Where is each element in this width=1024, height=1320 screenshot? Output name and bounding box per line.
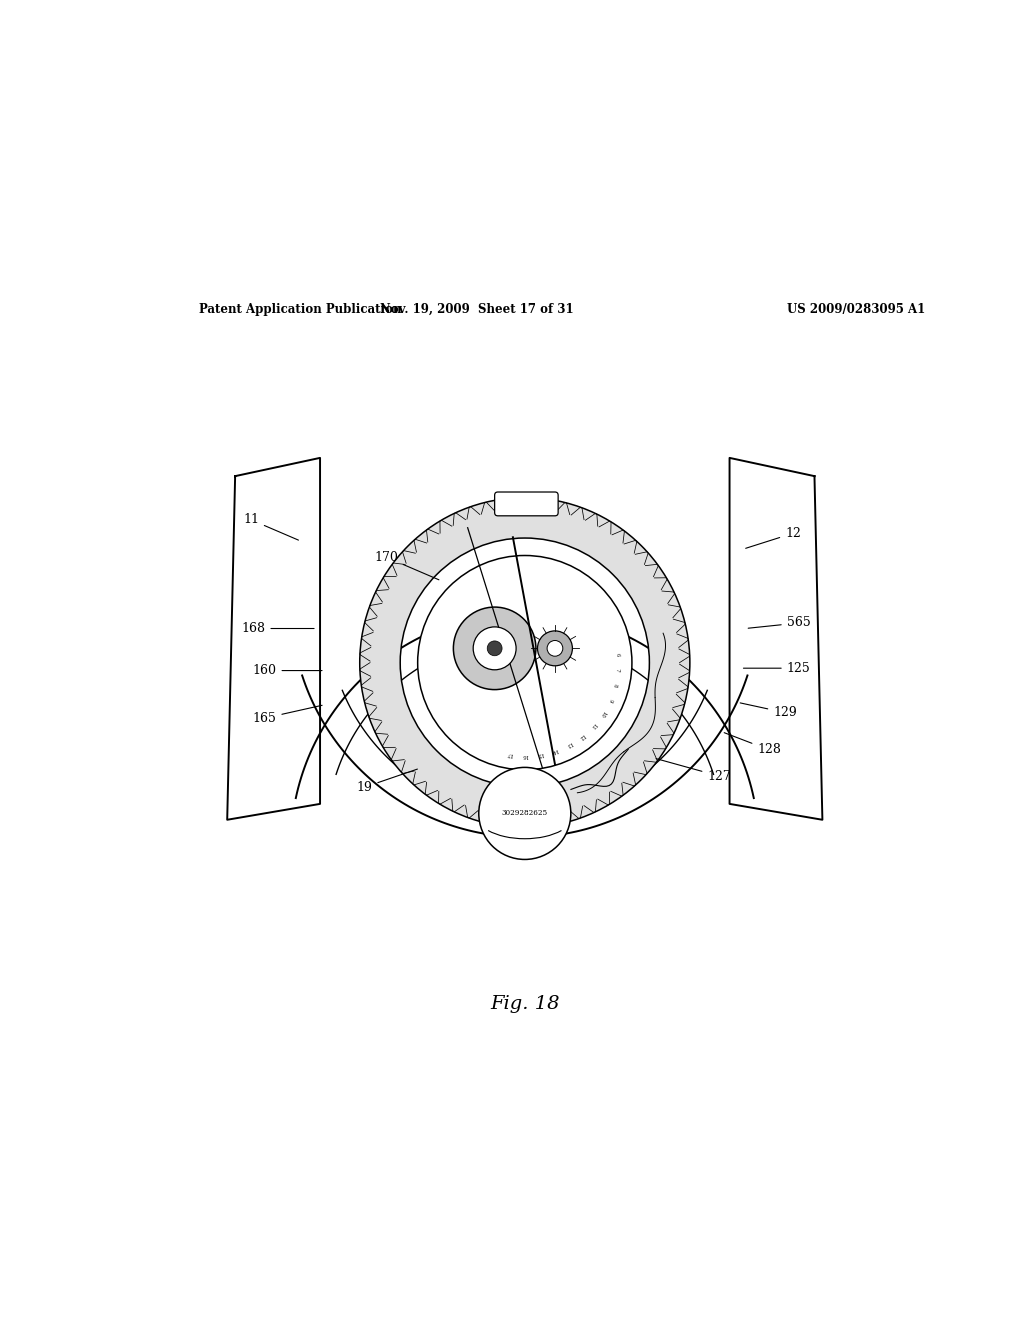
Text: 9: 9 [607, 697, 613, 702]
Text: 565: 565 [749, 616, 810, 630]
Text: 13: 13 [565, 741, 573, 748]
Text: 11: 11 [243, 513, 298, 540]
Text: 6: 6 [614, 652, 620, 656]
Text: 10: 10 [515, 755, 531, 785]
Circle shape [547, 640, 563, 656]
Text: 16: 16 [521, 752, 528, 758]
Text: 14: 14 [551, 747, 559, 754]
Text: 19: 19 [356, 770, 418, 793]
Circle shape [418, 556, 632, 770]
Text: US 2009/0283095 A1: US 2009/0283095 A1 [786, 304, 925, 315]
Text: 165: 165 [253, 705, 323, 725]
Text: 129: 129 [740, 704, 797, 719]
Text: 15: 15 [537, 751, 544, 758]
Text: 179: 179 [494, 564, 517, 591]
Text: Fig. 18: Fig. 18 [490, 995, 559, 1012]
Polygon shape [359, 498, 690, 828]
Text: 168: 168 [242, 622, 314, 635]
Text: 12: 12 [745, 527, 801, 548]
Text: 3029282625: 3029282625 [502, 809, 548, 817]
Circle shape [454, 607, 536, 689]
FancyBboxPatch shape [495, 492, 558, 516]
Text: Patent Application Publication: Patent Application Publication [200, 304, 402, 315]
Text: 11: 11 [589, 721, 597, 730]
Text: 10: 10 [599, 709, 606, 717]
Text: 8: 8 [612, 682, 617, 688]
Text: 128: 128 [724, 733, 781, 756]
Text: 127: 127 [656, 759, 731, 783]
Text: 12: 12 [578, 731, 586, 739]
Text: 125: 125 [743, 661, 810, 675]
Text: 17: 17 [506, 751, 513, 758]
Text: 7: 7 [614, 668, 620, 672]
Circle shape [487, 642, 502, 656]
Circle shape [538, 631, 572, 665]
Circle shape [479, 767, 570, 859]
Text: 160: 160 [253, 664, 322, 677]
Text: Nov. 19, 2009  Sheet 17 of 31: Nov. 19, 2009 Sheet 17 of 31 [380, 304, 574, 315]
Text: 170: 170 [374, 550, 439, 579]
Circle shape [473, 627, 516, 669]
